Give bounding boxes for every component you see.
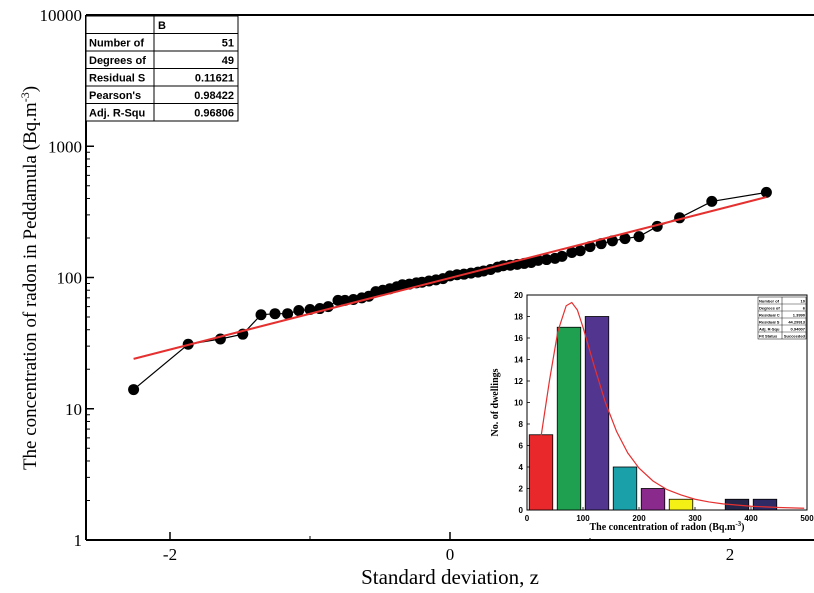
inset-stats-label: Fit Status [759,334,778,339]
y-tick-label: 10 [65,400,82,419]
histogram-bar [528,434,554,511]
data-point [760,186,772,198]
stats-table-value: 0.11621 [195,73,234,85]
stats-table-label: Degrees of [89,55,146,67]
inset-x-tick-label: 200 [632,514,646,523]
inset-stats-table: Number of 10 Degrees of 6 Residual C 1.3990 Re… [757,296,807,340]
inset-y-tick-label: 4 [519,463,524,472]
histogram-bar [640,488,666,511]
histogram-bar [584,316,610,511]
inset-y-tick-label: 0 [519,506,524,515]
inset-y-tick-label: 10 [514,399,523,408]
inset-stats-value: 0.94007 [791,327,806,332]
y-axis-title: The concentration of radon in Peddamula … [18,86,41,470]
inset-x-axis-title: The concentration of radon (Bq.m-3) [589,520,744,533]
fit-line [133,196,767,360]
inset-y-tick-label: 18 [514,313,523,322]
inset-stats-value: 1.3990 [793,313,806,318]
y-tick-label: 10000 [40,6,83,25]
inset-stats-label: Adj. R-Squ [759,327,780,332]
inset-x-tick-label: 400 [744,514,758,523]
inset-y-tick-label: 16 [514,334,523,343]
y-tick-label: 100 [57,269,83,288]
inset-stats-value: 44.29913 [788,320,805,325]
inset-y-tick-label: 20 [514,291,523,300]
data-point [128,384,140,396]
inset-y-tick-label: 12 [514,377,523,386]
y-tick-label: 1000 [48,137,82,156]
histogram-bar [556,326,582,511]
inset-x-tick-label: 500 [800,514,814,523]
inset-stats-label: Residual S [759,320,780,325]
inset-x-tick-label: 100 [576,514,590,523]
y-axis-title-sup: -3 [18,92,32,102]
inset-x-tick-label: 0 [525,514,530,523]
inset-y-tick-label: 14 [514,356,523,365]
data-point [541,254,553,266]
y-axis-title-main: The concentration of radon in Peddamula … [20,102,41,470]
stats-table-value: 51 [222,38,234,50]
inset-y-axis-title: No. of dwellings [490,368,501,436]
y-axis-title-close: ) [20,86,41,92]
inset-stats-label: Number of [759,299,780,304]
data-point [269,308,281,320]
inset-stats-value: 10 [801,299,806,304]
inset-y-tick-label: 2 [519,485,524,494]
data-point [619,233,631,245]
x-tick-label: -2 [163,545,177,564]
inset-x-axis-title-sup: -3 [735,520,741,528]
stats-table-value: 0.98422 [194,90,234,102]
data-point [566,247,578,259]
inset-stats-value: 6 [803,306,806,311]
stats-table-label: Number of [89,38,144,50]
inset-stats-value: Succeeded [784,334,806,339]
data-point [706,195,718,207]
stats-table-header: B [158,20,166,32]
inset-stats-label: Degrees of [759,306,780,311]
histogram-bar [668,498,694,511]
data-point [633,231,645,243]
stats-table-label: Pearson's [89,90,141,102]
data-point [574,245,586,257]
histogram-bar [752,498,778,511]
stats-table-value: 49 [222,55,234,67]
inset-stats-label: Residual C [759,313,780,318]
stats-table-label: Adj. R-Squ [89,108,145,120]
data-point [282,308,294,320]
inset-x-axis-title-main: The concentration of radon (Bq.m [589,522,736,533]
data-point [532,254,544,266]
inset-y-tick-label: 8 [519,420,524,429]
stats-table-label: Residual S [89,73,145,85]
histogram-bar [612,466,638,511]
data-point [556,250,568,262]
x-tick-label: 0 [446,545,455,564]
inset-fit-curve [540,301,805,509]
data-point [255,309,267,321]
x-tick-label: 2 [726,545,735,564]
inset-x-axis-title-close: ) [741,522,744,533]
y-tick-label: 1 [74,531,83,550]
inset-y-tick-label: 6 [519,442,524,451]
stats-table: B Number of 51 Degrees of 49 Residual S 0.1162… [85,15,239,122]
inset-x-tick-label: 300 [688,514,702,523]
x-axis-title: Standard deviation, z [361,565,539,588]
data-point [293,305,305,317]
stats-table-value: 0.96806 [194,108,234,120]
